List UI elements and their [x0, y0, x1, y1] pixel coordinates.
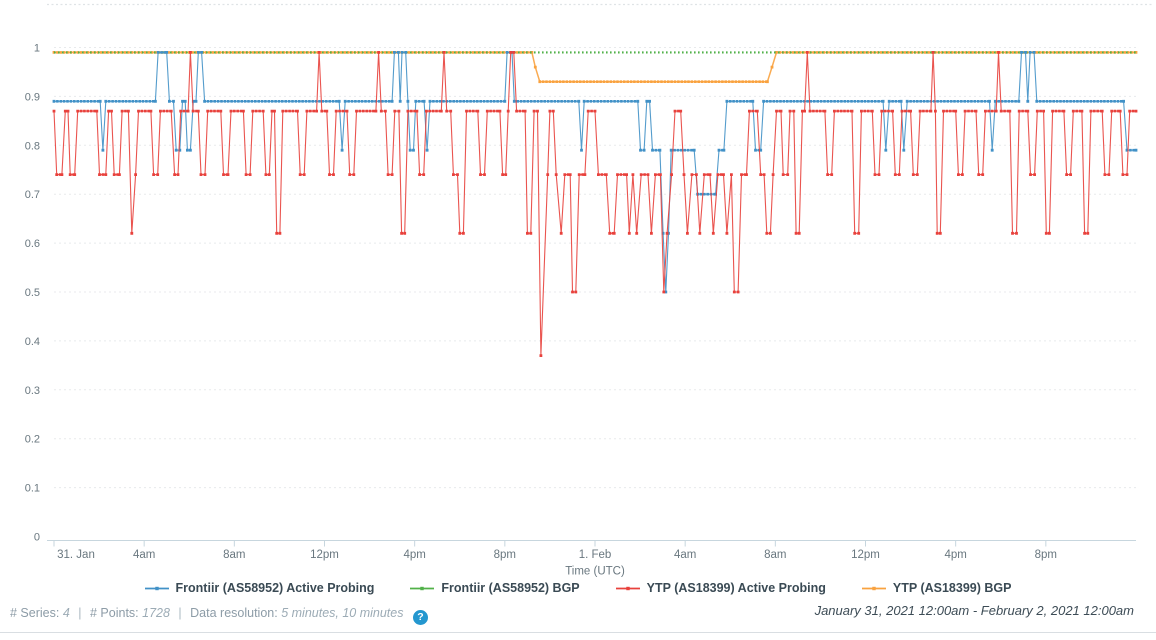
legend-item-frontiir-as58952-bgp[interactable]: Frontiir (AS58952) BGP: [410, 581, 580, 595]
legend-marker-icon: [861, 586, 886, 590]
legend-label: YTP (AS18399) Active Probing: [646, 581, 826, 595]
legend-item-frontiir-as58952-active-probing[interactable]: Frontiir (AS58952) Active Probing: [144, 581, 375, 595]
x-tick-label: 31. Jan: [57, 549, 95, 561]
x-tick-label: 8am: [223, 549, 245, 561]
legend-marker-icon: [410, 586, 435, 590]
x-axis-title: Time (UTC): [565, 566, 625, 578]
y-tick-label: 0.1: [25, 483, 40, 495]
legend-label: YTP (AS18399) BGP: [892, 581, 1012, 595]
y-tick-label: 0.3: [25, 385, 40, 397]
x-tick-label: 8pm: [494, 549, 516, 561]
y-tick-label: 0.7: [25, 189, 40, 201]
y-tick-label: 0.4: [25, 336, 40, 348]
points-count-label: # Points:: [90, 606, 139, 620]
bottom-divider: [0, 632, 1156, 633]
x-tick-label: 4pm: [403, 549, 425, 561]
help-icon[interactable]: ?: [412, 609, 428, 625]
legend-label: Frontiir (AS58952) BGP: [441, 581, 580, 595]
y-tick-label: 0.6: [25, 238, 40, 250]
x-tick-label: 4am: [674, 549, 696, 561]
timeseries-chart: 0 0.1 0.2 0.3 0.4 0.5 0.6 0.7 0.8 0.9 1 31. Jan 4am 8…: [25, 0, 1152, 578]
series-frontiir-as58952-active-probing: [52, 51, 1138, 294]
series-markers: [52, 51, 1138, 357]
y-tick-label: 0.5: [25, 287, 40, 299]
x-tick-label: 1. Feb: [579, 549, 612, 561]
series-ytp-as18399-active-probing: [52, 51, 1138, 357]
legend-item-ytp-as18399-active-probing[interactable]: YTP (AS18399) Active Probing: [615, 581, 826, 595]
x-tick-label: 4pm: [944, 549, 966, 561]
legend-label: Frontiir (AS58952) Active Probing: [175, 581, 375, 595]
y-tick-label: 1: [34, 43, 40, 55]
date-range-label: January 31, 2021 12:00am - February 2, 2…: [814, 603, 1134, 618]
series-line: [53, 51, 1136, 356]
legend-item-ytp-as18399-bgp[interactable]: YTP (AS18399) BGP: [861, 581, 1012, 595]
chart-status-bar: # Series: 4 | # Points: 1728 | Data reso…: [10, 606, 428, 625]
series-ytp-as18399-bgp: [52, 51, 1138, 84]
y-tick-label: 0: [34, 532, 40, 544]
separator: |: [178, 606, 182, 620]
x-tick-label: 8am: [764, 549, 786, 561]
x-tick-label: 4am: [133, 549, 155, 561]
y-tick-label: 0.9: [25, 91, 40, 103]
x-tick-label: 12pm: [310, 549, 339, 561]
plot-area[interactable]: [54, 0, 1136, 541]
legend-marker-icon: [144, 586, 169, 590]
legend-marker-icon: [615, 586, 640, 590]
data-resolution-value: 5 minutes, 10 minutes: [281, 606, 404, 620]
y-tick-label: 0.2: [25, 434, 40, 446]
series-count-value: 4: [62, 606, 70, 620]
separator: |: [78, 606, 82, 620]
points-count-value: 1728: [142, 606, 170, 620]
data-resolution-label: Data resolution:: [190, 606, 278, 620]
y-tick-label: 0.8: [25, 140, 40, 152]
x-tick-label: 12pm: [851, 549, 880, 561]
x-tick-label: 8pm: [1035, 549, 1057, 561]
chart-legend: Frontiir (AS58952) Active Probing Frontii…: [0, 581, 1156, 595]
series-count-label: # Series:: [10, 606, 60, 620]
